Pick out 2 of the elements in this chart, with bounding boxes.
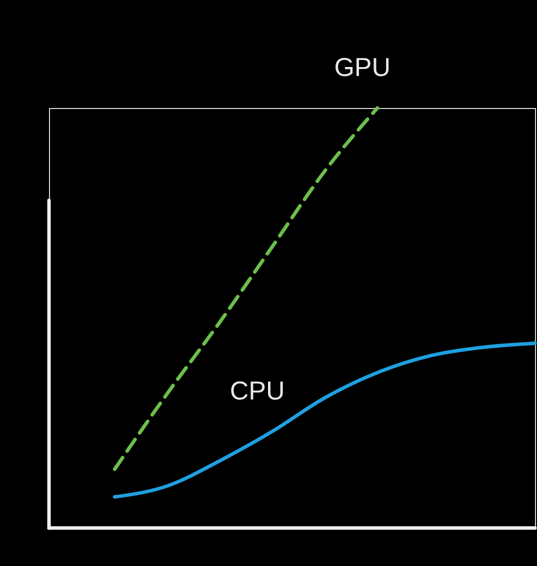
series-label: CPU	[230, 375, 285, 406]
series-label: GPU	[334, 52, 391, 82]
